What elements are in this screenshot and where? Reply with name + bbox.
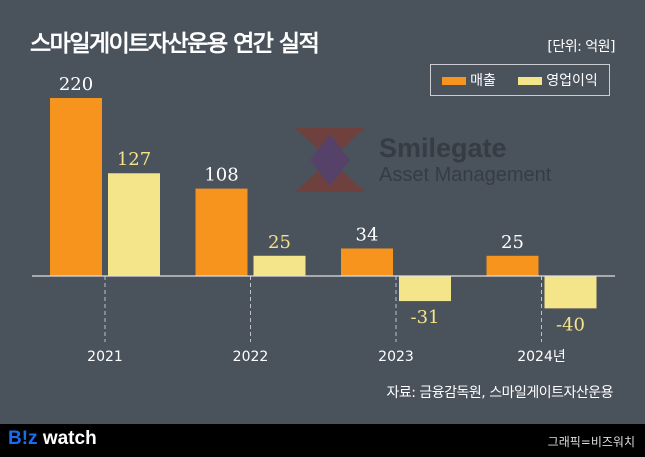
data-label: 220: [59, 74, 93, 95]
legend: 매출 영업이익: [430, 64, 610, 96]
x-tick-label: 2021: [87, 349, 123, 365]
bar-revenue: [341, 248, 393, 276]
bizwatch-logo: B!z watch: [8, 428, 97, 450]
bar-revenue: [195, 188, 248, 276]
bar-chart: 2021 220 127 2022 108 25 2023 34 -31 2024년 25 -40: [32, 74, 615, 365]
legend-swatch: [518, 77, 543, 85]
footer: B!z watch 그래픽=비즈워치: [0, 424, 645, 457]
brand-part: B!z: [8, 428, 38, 449]
bar-operating-profit: [544, 276, 597, 309]
unit-label: [단위: 억원]: [547, 39, 615, 55]
data-label: 25: [501, 232, 524, 253]
legend-label: 매출: [470, 73, 496, 89]
bar-operating-profit: [253, 255, 306, 276]
legend-item-revenue: 매출: [442, 70, 496, 90]
data-label: 25: [268, 232, 291, 253]
data-label: 127: [117, 149, 151, 170]
chart-title: 스마일게이트자산운용 연간 실적: [30, 31, 320, 57]
watermark-line2: Asset Management: [379, 164, 552, 186]
x-tick-label: 2024년: [517, 349, 566, 365]
data-label: 34: [356, 224, 379, 245]
source-note: 자료: 금융감독원, 스마일게이트자산운용: [386, 385, 613, 401]
legend-label: 영업이익: [546, 73, 598, 89]
bar-operating-profit: [108, 173, 160, 276]
data-label: 108: [204, 165, 238, 186]
x-tick-label: 2023: [378, 349, 414, 365]
brand-part: watch: [37, 428, 97, 449]
data-label: -31: [411, 307, 440, 328]
legend-swatch: [442, 77, 467, 85]
x-tick-label: 2022: [233, 349, 269, 365]
watermark-line1: Smilegate: [379, 133, 507, 163]
legend-item-operating-profit: 영업이익: [518, 70, 598, 90]
bar-revenue: [486, 255, 539, 276]
graphic-credit: 그래픽=비즈워치: [547, 435, 635, 449]
bar-revenue: [50, 98, 102, 276]
bar-operating-profit: [399, 276, 451, 302]
smilegate-logo-icon: [295, 128, 365, 192]
data-label: -40: [556, 314, 585, 335]
smilegate-logo-watermark: Smilegate Asset Management: [295, 128, 551, 192]
